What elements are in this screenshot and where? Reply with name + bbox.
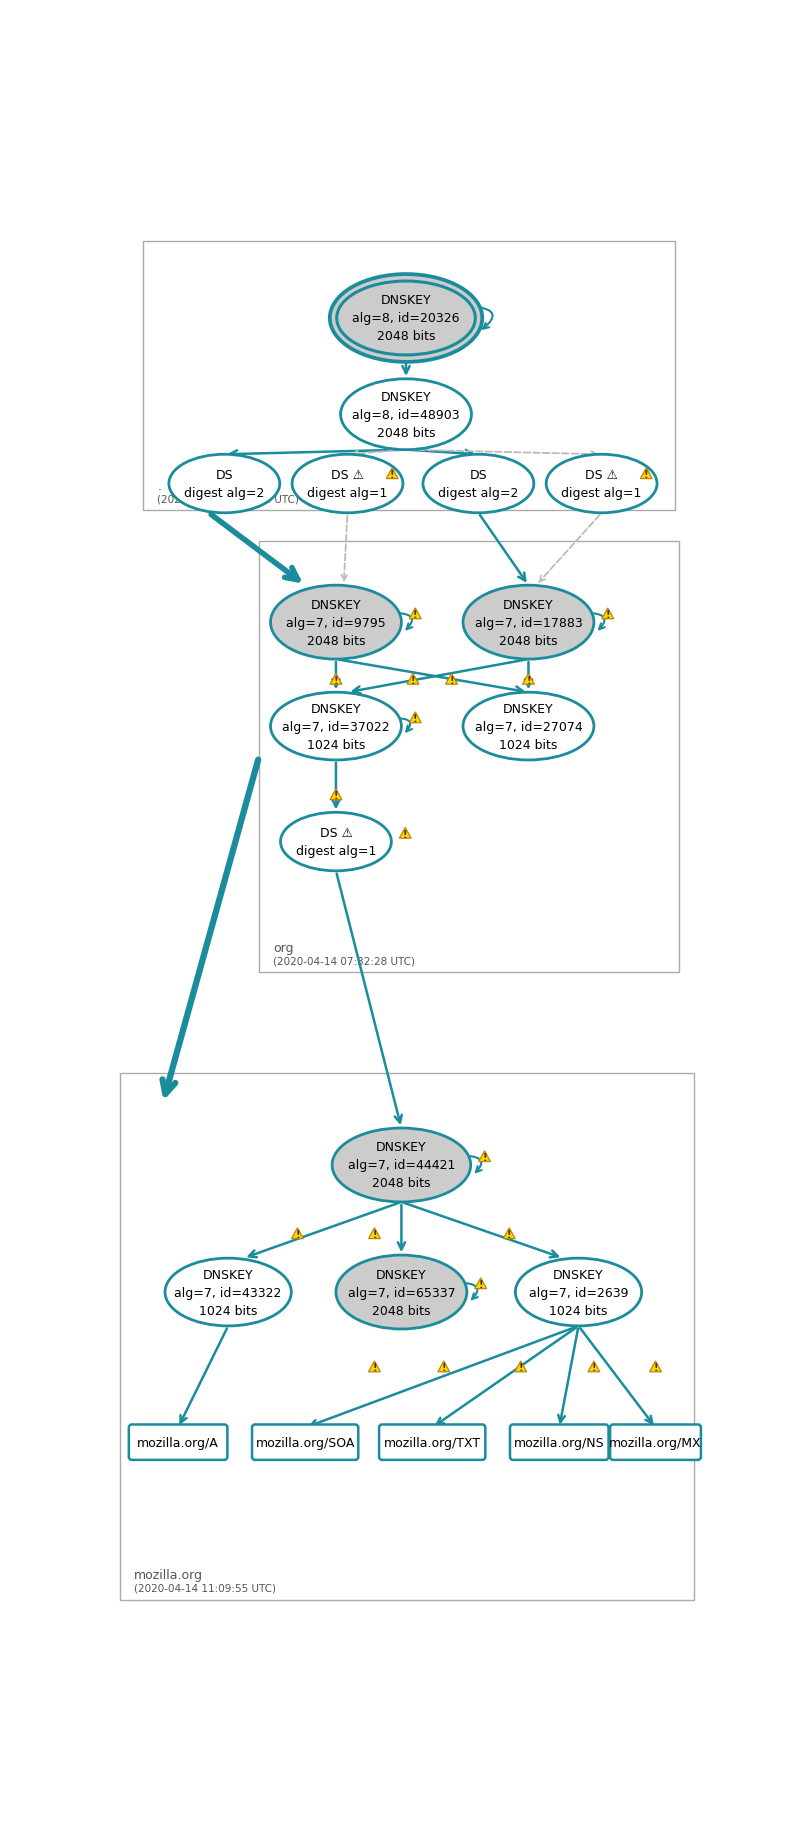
Text: DNSKEY
alg=7, id=2639
1024 bits: DNSKEY alg=7, id=2639 1024 bits [529,1267,628,1316]
Polygon shape [330,675,342,685]
Text: !: ! [390,470,394,479]
FancyBboxPatch shape [121,1074,694,1601]
Text: .: . [157,479,161,492]
Text: !: ! [413,611,418,620]
Text: !: ! [334,791,339,800]
Polygon shape [649,1362,661,1373]
Polygon shape [369,1229,381,1240]
Text: mozilla.org/SOA: mozilla.org/SOA [255,1437,354,1449]
Ellipse shape [423,456,534,514]
FancyBboxPatch shape [510,1426,608,1460]
Polygon shape [386,469,398,479]
Text: DS ⚠
digest alg=1: DS ⚠ digest alg=1 [561,469,642,500]
Polygon shape [475,1278,487,1289]
Polygon shape [409,713,421,724]
Ellipse shape [336,1256,467,1329]
Text: DS
digest alg=2: DS digest alg=2 [184,469,265,500]
Ellipse shape [270,693,401,760]
Text: !: ! [334,676,339,685]
Text: !: ! [519,1364,523,1373]
Text: (2020-04-14 11:09:55 UTC): (2020-04-14 11:09:55 UTC) [134,1582,276,1593]
Polygon shape [523,675,534,685]
Polygon shape [330,789,342,800]
Text: !: ! [644,470,649,479]
Text: mozilla.org/TXT: mozilla.org/TXT [384,1437,481,1449]
Text: !: ! [295,1229,300,1240]
Polygon shape [588,1362,600,1373]
Ellipse shape [337,283,475,355]
Text: DNSKEY
alg=8, id=48903
2048 bits: DNSKEY alg=8, id=48903 2048 bits [352,390,460,439]
Text: DNSKEY
alg=8, id=20326
2048 bits: DNSKEY alg=8, id=20326 2048 bits [352,294,460,343]
Text: !: ! [411,676,416,685]
Text: !: ! [403,829,408,839]
Polygon shape [640,469,652,479]
Text: DS
digest alg=2: DS digest alg=2 [439,469,519,500]
Text: !: ! [372,1229,377,1240]
Ellipse shape [281,813,392,871]
Ellipse shape [270,585,401,660]
Text: !: ! [413,715,418,724]
FancyBboxPatch shape [128,1426,228,1460]
Text: DNSKEY
alg=7, id=65337
2048 bits: DNSKEY alg=7, id=65337 2048 bits [347,1267,455,1316]
Text: !: ! [478,1280,483,1289]
Text: DNSKEY
alg=7, id=44421
2048 bits: DNSKEY alg=7, id=44421 2048 bits [347,1141,455,1190]
Text: !: ! [605,611,610,620]
Text: !: ! [592,1364,596,1373]
Ellipse shape [330,275,482,363]
Polygon shape [602,609,614,620]
Text: !: ! [449,676,454,685]
Text: DNSKEY
alg=7, id=9795
2048 bits: DNSKEY alg=7, id=9795 2048 bits [286,598,386,647]
Text: !: ! [482,1152,487,1163]
Polygon shape [504,1229,515,1240]
Polygon shape [409,609,421,620]
Text: !: ! [507,1229,511,1240]
Ellipse shape [515,1258,642,1325]
Text: (2020-04-14 07:32:28 UTC): (2020-04-14 07:32:28 UTC) [273,955,415,966]
Polygon shape [479,1150,491,1161]
Ellipse shape [165,1258,291,1325]
FancyBboxPatch shape [610,1426,701,1460]
Polygon shape [446,675,458,685]
Text: DS ⚠
digest alg=1: DS ⚠ digest alg=1 [296,826,376,857]
Polygon shape [369,1362,381,1373]
Text: DS ⚠
digest alg=1: DS ⚠ digest alg=1 [308,469,388,500]
Polygon shape [515,1362,527,1373]
Ellipse shape [463,693,594,760]
Ellipse shape [292,456,403,514]
Ellipse shape [463,585,594,660]
Text: mozilla.org/MX: mozilla.org/MX [609,1437,702,1449]
Polygon shape [400,828,412,839]
Text: !: ! [442,1364,446,1373]
Text: !: ! [372,1364,377,1373]
Text: DNSKEY
alg=7, id=27074
1024 bits: DNSKEY alg=7, id=27074 1024 bits [474,702,582,751]
Ellipse shape [340,379,472,450]
Ellipse shape [169,456,280,514]
Text: mozilla.org: mozilla.org [134,1568,203,1582]
Text: mozilla.org/NS: mozilla.org/NS [514,1437,604,1449]
Polygon shape [407,675,419,685]
Ellipse shape [332,1128,471,1203]
Polygon shape [438,1362,450,1373]
Text: mozilla.org/A: mozilla.org/A [137,1437,219,1449]
Text: !: ! [526,676,531,685]
Text: (2020-04-14 05:54:04 UTC): (2020-04-14 05:54:04 UTC) [157,494,299,503]
FancyBboxPatch shape [252,1426,358,1460]
FancyBboxPatch shape [379,1426,485,1460]
Text: org: org [273,941,293,955]
Ellipse shape [546,456,657,514]
Polygon shape [292,1229,304,1240]
FancyBboxPatch shape [259,541,679,973]
FancyBboxPatch shape [144,242,675,510]
Text: DNSKEY
alg=7, id=43322
1024 bits: DNSKEY alg=7, id=43322 1024 bits [174,1267,282,1316]
Text: DNSKEY
alg=7, id=17883
2048 bits: DNSKEY alg=7, id=17883 2048 bits [474,598,582,647]
Text: DNSKEY
alg=7, id=37022
1024 bits: DNSKEY alg=7, id=37022 1024 bits [282,702,390,751]
Text: !: ! [653,1364,658,1373]
